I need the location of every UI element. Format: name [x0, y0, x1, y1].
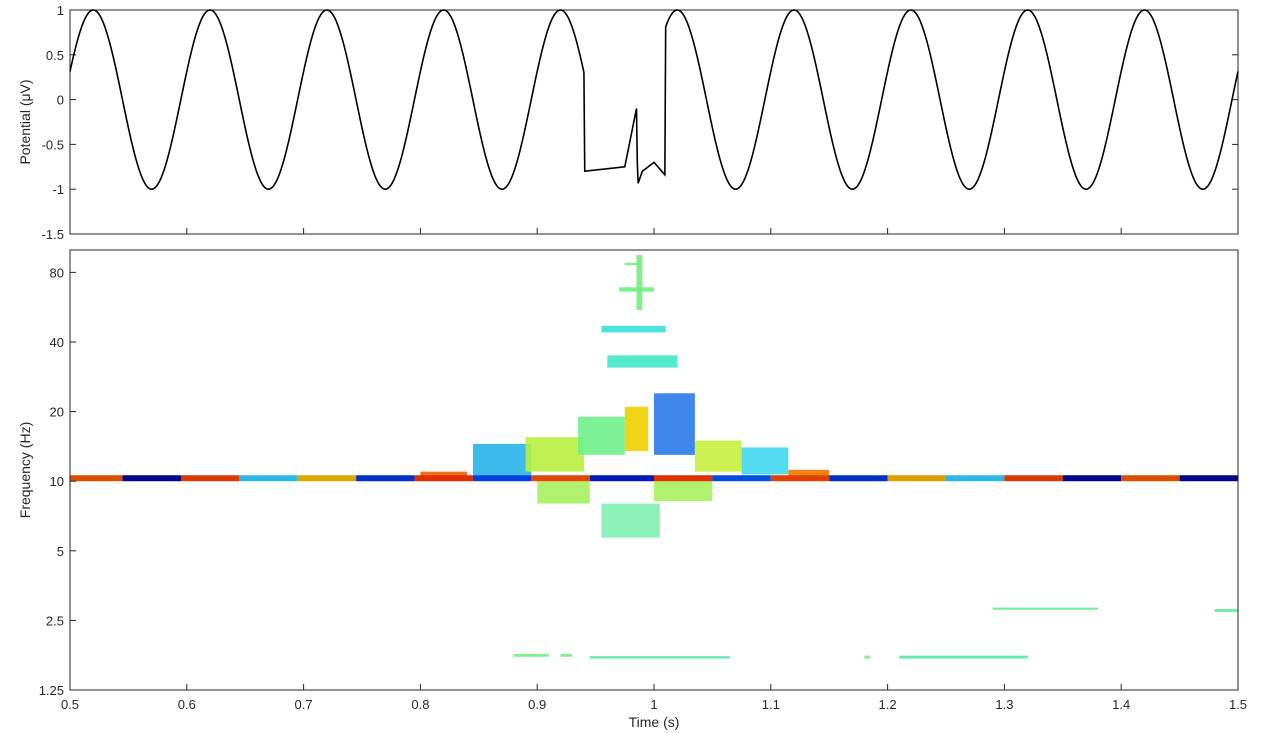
spectrogram-x-tick-label: 1.1: [762, 697, 780, 712]
spectrogram-blob: [513, 653, 549, 657]
spectrogram-band-segment: [1179, 475, 1238, 482]
spectrogram-blob: [601, 503, 660, 538]
spectrogram-blob: [1214, 609, 1238, 612]
spectrogram-y-ticks: 80 40 20 10 5 2.5 1.25: [39, 265, 76, 698]
spectrogram-panel: 80 40 20 10 5 2.5 1.25 0.5 0.6 0.7 0.8 0.9 1 1.1 1.2 1…: [17, 249, 1247, 730]
spectrogram-x-tick-label: 1.4: [1112, 697, 1130, 712]
waveform-y-ticks: 1 0.5 0 -0.5 -1 -1.5: [42, 3, 1239, 242]
spectrogram-band-segment: [239, 475, 298, 482]
spectrogram-blob: [636, 255, 643, 311]
waveform-y-tick-label: -1: [52, 182, 64, 197]
spectrogram-band-segment: [1121, 475, 1180, 482]
spectrogram-blob: [420, 471, 468, 478]
spectrogram-blob: [607, 355, 678, 368]
spectrogram-blob: [537, 481, 590, 504]
spectrogram-band-segment: [356, 475, 415, 482]
waveform-panel: 1 0.5 0 -0.5 -1 -1.5 Potential (μV): [17, 3, 1239, 242]
spectrogram-band-segment: [70, 475, 123, 482]
spectrogram-band-segment: [887, 475, 946, 482]
spectrogram-band-segment: [472, 475, 532, 482]
spectrogram-y-tick-label: 80: [50, 265, 64, 280]
spectrogram-blob: [899, 655, 1028, 659]
spectrogram-x-tick-label: 1.3: [995, 697, 1013, 712]
waveform-line: [69, 9, 1239, 191]
waveform-y-axis-label: Potential (μV): [17, 79, 33, 164]
spectrogram-blob: [560, 653, 573, 657]
waveform-y-tick-label: 0: [57, 93, 64, 108]
spectrogram-x-tick-label: 0.7: [295, 697, 313, 712]
spectrogram-band-segment: [1062, 475, 1122, 482]
spectrogram-blob: [992, 607, 1098, 610]
waveform-axes-box: [69, 9, 1239, 235]
spectrogram-blobs: [420, 255, 1238, 659]
spectrogram-band-segment: [712, 475, 771, 482]
spectrogram-blob: [525, 437, 584, 472]
spectrogram-band-segment: [180, 475, 240, 482]
spectrogram-band-segment: [297, 475, 357, 482]
spectrogram-x-tick-label: 0.8: [411, 697, 429, 712]
spectrogram-blob: [589, 656, 730, 659]
spectrogram-blob: [788, 469, 830, 478]
waveform-y-tick-label: 0.5: [46, 48, 64, 63]
waveform-y-tick-label: -1.5: [42, 227, 64, 242]
waveform-y-tick-label: 1: [57, 3, 64, 18]
spectrogram-y-tick-label: 5: [57, 544, 64, 559]
spectrogram-blob: [601, 325, 666, 333]
spectrogram-blob: [694, 440, 742, 472]
spectrogram-x-tick-label: 1.5: [1229, 697, 1247, 712]
spectrogram-blob: [472, 443, 532, 476]
spectrogram-y-axis-label: Frequency (Hz): [17, 422, 33, 518]
spectrogram-blob: [654, 393, 695, 455]
spectrogram-x-tick-label: 0.5: [61, 697, 79, 712]
spectrogram-x-ticks: 0.5 0.6 0.7 0.8 0.9 1 1.1 1.2 1.3 1.4 1.5: [61, 684, 1247, 712]
spectrogram-x-tick-label: 1: [650, 697, 657, 712]
spectrogram-y-tick-label: 2.5: [46, 613, 64, 628]
spectrogram-band-segment: [829, 475, 888, 482]
spectrogram-x-tick-label: 1.2: [879, 697, 897, 712]
spectrogram-band-segment: [770, 475, 830, 482]
spectrogram-y-tick-label: 10: [50, 474, 64, 489]
spectrogram-y-tick-label: 20: [50, 405, 64, 420]
spectrogram-band-segment: [946, 475, 1005, 482]
spectrogram-band-segment: [1004, 475, 1063, 482]
spectrogram-blob: [741, 447, 789, 475]
spectrogram-blob: [578, 416, 625, 455]
spectrogram-x-tick-label: 0.6: [178, 697, 196, 712]
spectrogram-x-tick-label: 0.9: [528, 697, 546, 712]
spectrogram-x-axis-label: Time (s): [629, 714, 680, 730]
spectrogram-blob: [864, 655, 871, 659]
spectrogram-axes-box: [69, 249, 1239, 691]
spectrogram-10hz-band: [70, 475, 1238, 482]
waveform-y-tick-label: -0.5: [42, 137, 64, 152]
spectrogram-band-segment: [654, 475, 713, 482]
spectrogram-band-segment: [531, 475, 590, 482]
spectrogram-y-tick-label: 1.25: [39, 683, 64, 698]
spectrogram-y-tick-label: 40: [50, 335, 64, 350]
spectrogram-blob: [654, 481, 713, 502]
spectrogram-blob: [624, 406, 649, 452]
spectrogram-band-segment: [122, 475, 181, 482]
spectrogram-band-segment: [414, 475, 473, 482]
spectrogram-band-segment: [589, 475, 654, 482]
spectrogram-blob: [624, 262, 643, 266]
